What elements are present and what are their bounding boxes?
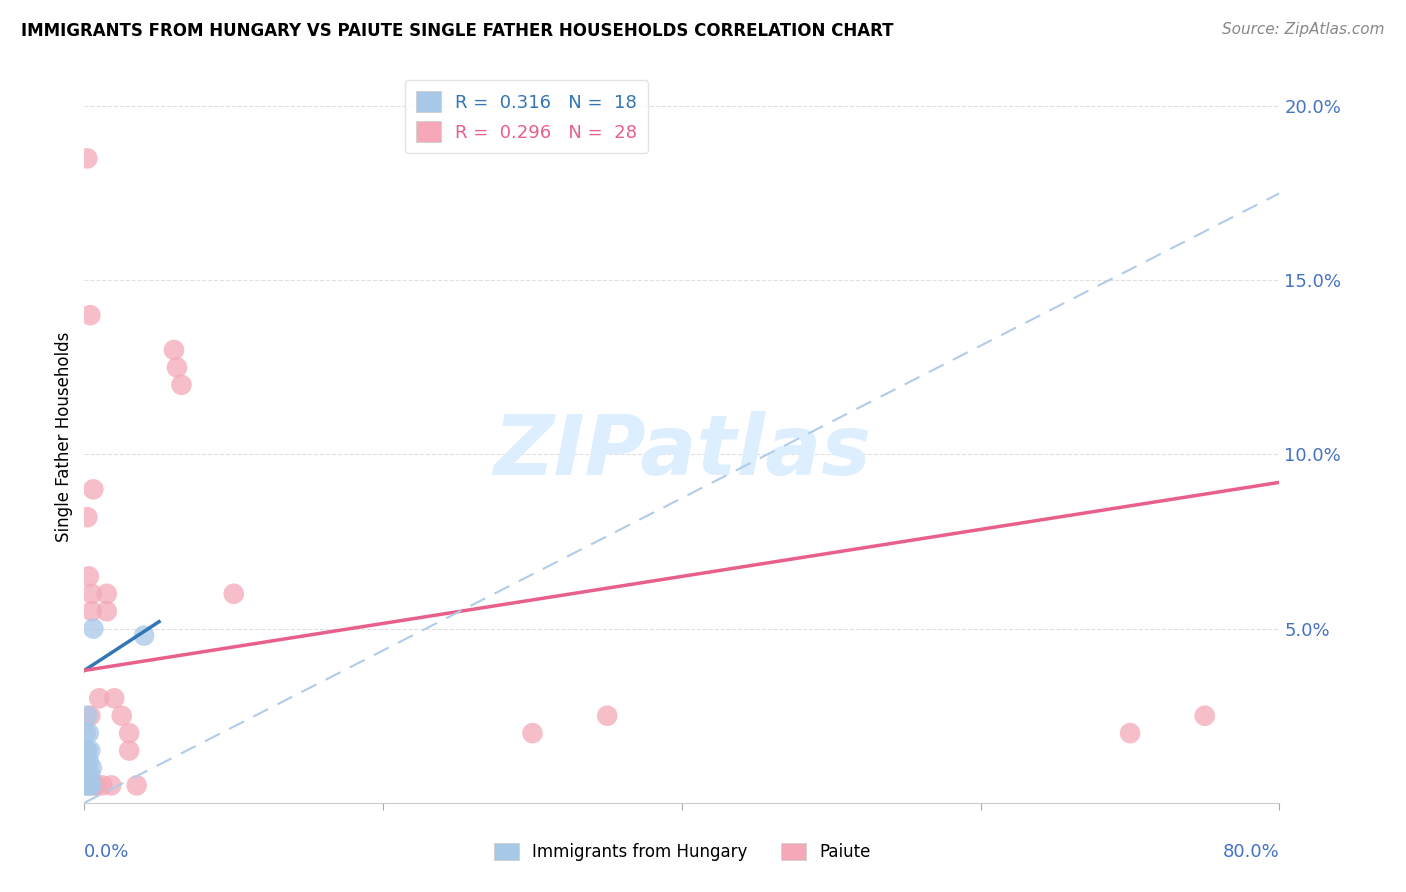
Point xyxy=(79,768,101,782)
Point xyxy=(82,483,104,497)
Point xyxy=(163,343,186,357)
Point xyxy=(76,510,98,524)
Point xyxy=(1119,726,1142,740)
Point xyxy=(75,743,97,757)
Text: 80.0%: 80.0% xyxy=(1223,843,1279,861)
Point xyxy=(222,587,245,601)
Point xyxy=(96,587,118,601)
Point xyxy=(80,604,103,618)
Text: Source: ZipAtlas.com: Source: ZipAtlas.com xyxy=(1222,22,1385,37)
Point xyxy=(80,778,103,792)
Point xyxy=(522,726,544,740)
Point xyxy=(96,604,118,618)
Point xyxy=(75,761,97,775)
Point xyxy=(83,778,105,792)
Point xyxy=(77,754,100,768)
Point xyxy=(1194,708,1216,723)
Point xyxy=(170,377,193,392)
Point xyxy=(118,743,141,757)
Point xyxy=(166,360,188,375)
Y-axis label: Single Father Households: Single Father Households xyxy=(55,332,73,542)
Point xyxy=(111,708,134,723)
Point xyxy=(75,778,97,792)
Point xyxy=(132,629,156,643)
Point xyxy=(76,708,98,723)
Point xyxy=(77,778,100,792)
Point xyxy=(80,761,103,775)
Point xyxy=(82,622,104,636)
Text: 0.0%: 0.0% xyxy=(84,843,129,861)
Point xyxy=(103,691,125,706)
Point xyxy=(125,778,148,792)
Point xyxy=(100,778,122,792)
Text: IMMIGRANTS FROM HUNGARY VS PAIUTE SINGLE FATHER HOUSEHOLDS CORRELATION CHART: IMMIGRANTS FROM HUNGARY VS PAIUTE SINGLE… xyxy=(21,22,894,40)
Point xyxy=(89,691,111,706)
Point xyxy=(86,778,108,792)
Legend: Immigrants from Hungary, Paiute: Immigrants from Hungary, Paiute xyxy=(486,836,877,868)
Point xyxy=(76,761,98,775)
Point xyxy=(77,726,100,740)
Point xyxy=(75,726,97,740)
Point xyxy=(77,768,100,782)
Point xyxy=(91,778,114,792)
Text: ZIPatlas: ZIPatlas xyxy=(494,411,870,492)
Point xyxy=(118,726,141,740)
Point xyxy=(79,743,101,757)
Point xyxy=(79,308,101,322)
Point xyxy=(596,708,619,723)
Point xyxy=(77,569,100,583)
Point xyxy=(76,743,98,757)
Point xyxy=(76,152,98,166)
Point xyxy=(76,778,98,792)
Point xyxy=(79,708,101,723)
Point xyxy=(80,587,103,601)
